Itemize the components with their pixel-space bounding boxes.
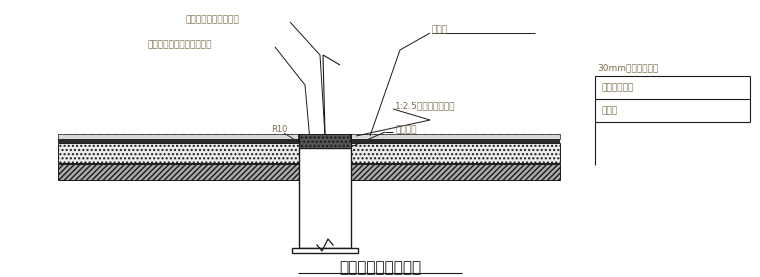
Text: 桩钢筋: 桩钢筋: [432, 25, 448, 35]
Text: 1:2.5水泥砂浆保护层: 1:2.5水泥砂浆保护层: [395, 101, 455, 111]
Text: 聚合物水泥砂浆保护层: 聚合物水泥砂浆保护层: [185, 16, 239, 24]
Text: 桩顶防水做法示意图: 桩顶防水做法示意图: [339, 260, 421, 276]
Bar: [299, 134, 351, 148]
Text: R10: R10: [271, 125, 287, 135]
Bar: [292, 248, 358, 253]
Text: 30mm细石砼保护层: 30mm细石砼保护层: [597, 63, 658, 73]
Bar: [58, 143, 299, 163]
Bar: [58, 139, 560, 143]
Bar: [299, 139, 351, 143]
Bar: [299, 148, 351, 248]
Text: 水泥基渗透结晶型防水涂料: 水泥基渗透结晶型防水涂料: [148, 40, 213, 50]
Text: 桩顶标高: 桩顶标高: [395, 125, 416, 135]
Text: 丁基橡胶垫材: 丁基橡胶垫材: [601, 83, 633, 92]
Bar: [58, 164, 299, 180]
Bar: [351, 164, 560, 180]
Text: 地基层: 地基层: [601, 106, 617, 115]
Bar: [351, 143, 560, 163]
Bar: [58, 134, 299, 139]
Bar: [351, 134, 560, 139]
